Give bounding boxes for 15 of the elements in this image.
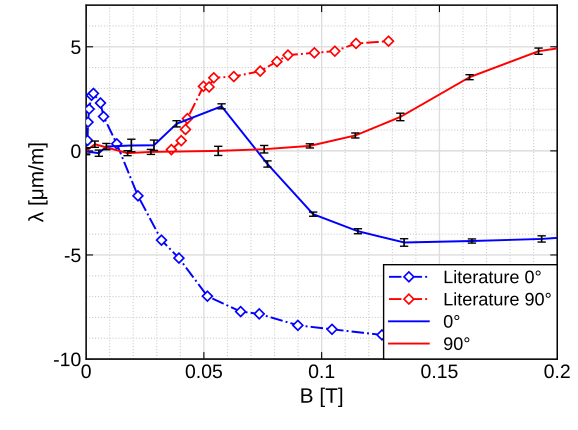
y-tick-label: -5	[64, 248, 80, 262]
x-axis-title: B [T]	[301, 388, 342, 408]
legend-label: 90°	[444, 337, 470, 350]
y-axis-title: λ [μm/m]	[28, 143, 48, 222]
legend-label: 0°	[444, 315, 460, 328]
y-tick-label: 0	[71, 144, 80, 158]
legend-label: Literature 90°	[444, 292, 551, 306]
x-tick-label: 0.1	[308, 364, 334, 378]
x-tick-label: 0.15	[421, 364, 458, 378]
x-tick-label: 0	[81, 364, 91, 378]
x-tick-label: 0.2	[544, 364, 570, 378]
y-tick-label: -10	[54, 352, 81, 366]
legend-label: Literature 0°	[444, 270, 541, 284]
y-tick-label: 5	[71, 40, 80, 54]
x-tick-label: 0.05	[186, 364, 222, 378]
